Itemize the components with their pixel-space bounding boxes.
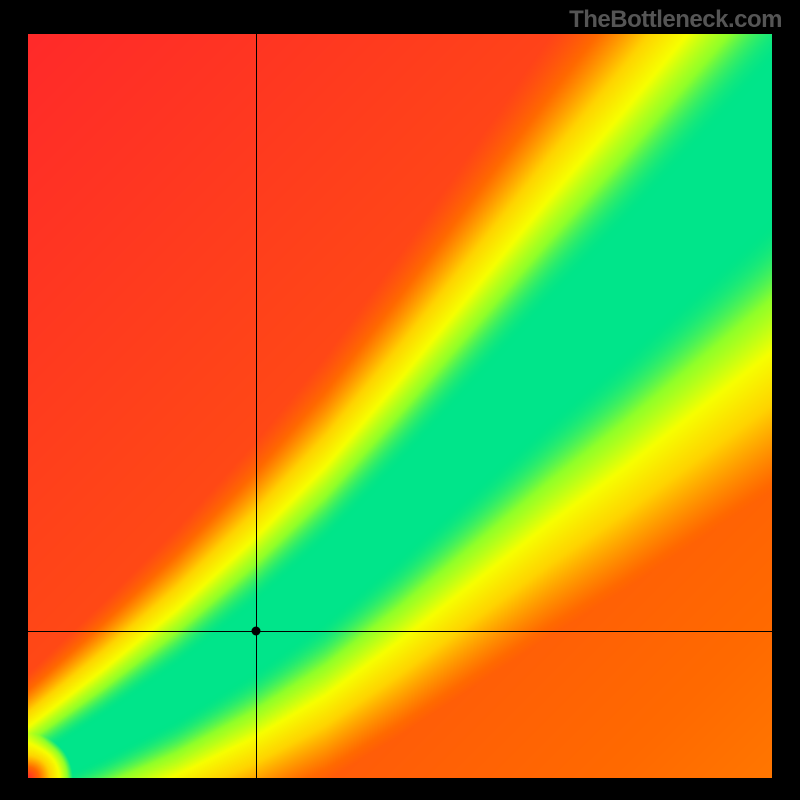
heatmap-canvas [28, 34, 772, 778]
heatmap-plot [28, 34, 772, 778]
crosshair-horizontal [28, 631, 772, 632]
watermark-text: TheBottleneck.com [569, 6, 782, 34]
crosshair-vertical [256, 34, 257, 778]
crosshair-dot [251, 626, 260, 635]
